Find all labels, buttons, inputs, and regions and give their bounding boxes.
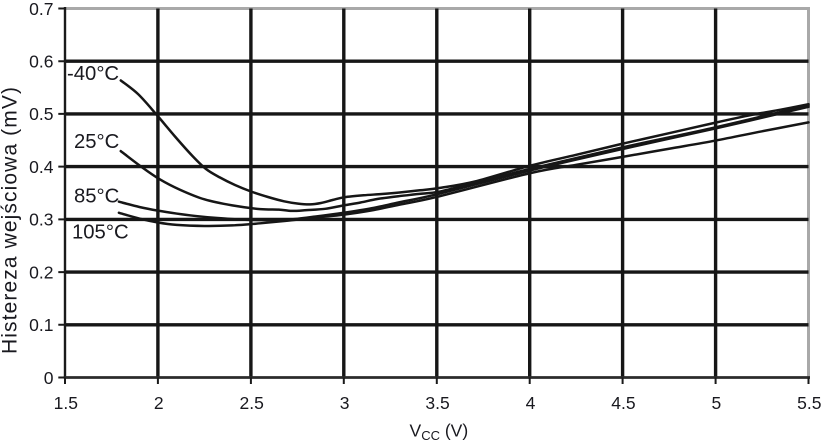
svg-text:5.5: 5.5 xyxy=(797,393,821,413)
svg-text:0: 0 xyxy=(44,368,54,388)
svg-text:1.5: 1.5 xyxy=(54,393,78,413)
svg-text:25°C: 25°C xyxy=(74,131,119,153)
svg-text:5: 5 xyxy=(712,393,722,413)
svg-text:0.1: 0.1 xyxy=(29,315,53,335)
svg-text:0.3: 0.3 xyxy=(29,210,53,230)
svg-text:0.4: 0.4 xyxy=(29,157,54,177)
svg-text:0.2: 0.2 xyxy=(29,262,53,282)
svg-text:4: 4 xyxy=(526,393,536,413)
svg-text:85°C: 85°C xyxy=(74,186,119,208)
svg-text:0.5: 0.5 xyxy=(29,104,53,124)
svg-text:2.5: 2.5 xyxy=(240,393,264,413)
svg-text:3: 3 xyxy=(340,393,350,413)
svg-text:0.6: 0.6 xyxy=(29,52,53,72)
svg-text:0.7: 0.7 xyxy=(29,0,53,19)
svg-text:3.5: 3.5 xyxy=(425,393,449,413)
svg-text:2: 2 xyxy=(154,393,164,413)
svg-text:105°C: 105°C xyxy=(72,222,129,244)
svg-text:-40°C: -40°C xyxy=(67,63,119,85)
svg-text:4.5: 4.5 xyxy=(611,393,635,413)
svg-text:Histereza wejściowa (mV): Histereza wejściowa (mV) xyxy=(0,87,22,354)
